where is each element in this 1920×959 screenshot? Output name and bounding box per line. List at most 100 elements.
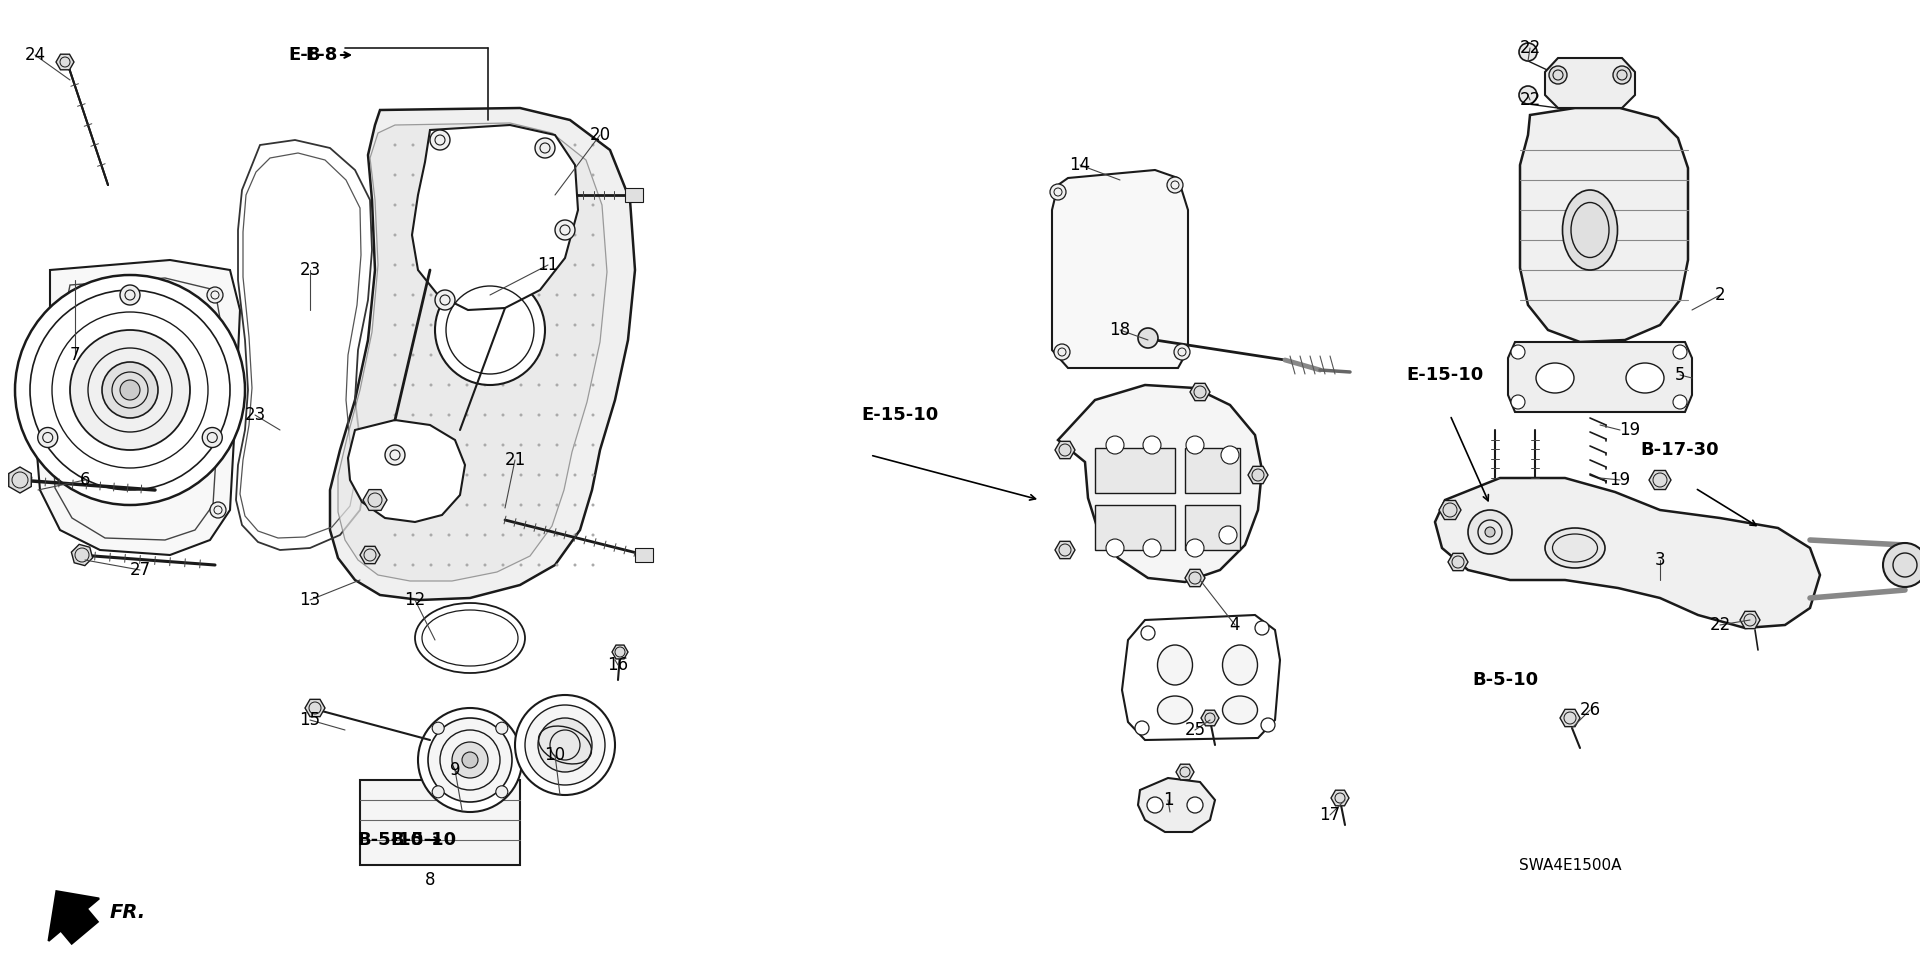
Text: 26: 26 (1580, 701, 1601, 719)
Circle shape (574, 384, 576, 386)
Circle shape (465, 174, 468, 176)
Text: B-17-30: B-17-30 (1642, 441, 1718, 459)
Polygon shape (363, 490, 388, 510)
Circle shape (555, 293, 559, 296)
Text: 1: 1 (1164, 791, 1173, 809)
Bar (1094, 448, 1175, 493)
Polygon shape (338, 123, 607, 581)
Circle shape (520, 443, 522, 447)
Circle shape (591, 323, 595, 326)
Circle shape (591, 474, 595, 477)
Text: SWA4E1500A: SWA4E1500A (1519, 857, 1620, 873)
Circle shape (538, 718, 591, 772)
Text: B-5-10: B-5-10 (1473, 671, 1538, 689)
Circle shape (411, 413, 415, 416)
Circle shape (463, 752, 478, 768)
Circle shape (555, 264, 559, 267)
Circle shape (1142, 436, 1162, 454)
Circle shape (430, 413, 432, 416)
Circle shape (447, 203, 451, 206)
Circle shape (555, 474, 559, 477)
Circle shape (555, 564, 559, 567)
Circle shape (430, 144, 432, 147)
Bar (636, 548, 653, 562)
Circle shape (1672, 345, 1688, 359)
Circle shape (501, 144, 505, 147)
Circle shape (538, 503, 541, 506)
Circle shape (574, 264, 576, 267)
Circle shape (484, 443, 486, 447)
Ellipse shape (1546, 528, 1605, 568)
Circle shape (411, 203, 415, 206)
Polygon shape (1190, 384, 1210, 401)
Text: 19: 19 (1609, 471, 1630, 489)
Circle shape (411, 323, 415, 326)
Bar (361, 780, 520, 865)
Text: B-5-10: B-5-10 (390, 831, 457, 849)
Circle shape (394, 474, 397, 477)
Circle shape (386, 445, 405, 465)
Polygon shape (361, 547, 380, 564)
Circle shape (430, 323, 432, 326)
Polygon shape (48, 891, 100, 944)
Polygon shape (1434, 478, 1820, 628)
Circle shape (591, 503, 595, 506)
Circle shape (538, 474, 541, 477)
Circle shape (436, 275, 545, 385)
Circle shape (484, 533, 486, 536)
Circle shape (1519, 86, 1538, 104)
Circle shape (538, 174, 541, 176)
Circle shape (411, 384, 415, 386)
Text: 21: 21 (505, 451, 526, 469)
Circle shape (591, 233, 595, 237)
Circle shape (484, 203, 486, 206)
Text: 16: 16 (607, 656, 628, 674)
Text: 9: 9 (449, 761, 461, 779)
Circle shape (501, 413, 505, 416)
Circle shape (394, 174, 397, 176)
Circle shape (447, 323, 451, 326)
Circle shape (538, 413, 541, 416)
Circle shape (447, 413, 451, 416)
Circle shape (555, 233, 559, 237)
Text: 6: 6 (81, 471, 90, 489)
Circle shape (501, 264, 505, 267)
Circle shape (1511, 395, 1524, 409)
Circle shape (484, 354, 486, 357)
Polygon shape (10, 467, 31, 493)
Circle shape (520, 323, 522, 326)
Circle shape (538, 323, 541, 326)
Circle shape (394, 264, 397, 267)
Circle shape (465, 503, 468, 506)
Circle shape (394, 384, 397, 386)
Text: 23: 23 (300, 261, 321, 279)
Circle shape (394, 354, 397, 357)
Circle shape (484, 474, 486, 477)
Ellipse shape (1223, 645, 1258, 685)
Circle shape (432, 722, 444, 735)
Circle shape (538, 203, 541, 206)
Polygon shape (1740, 611, 1761, 629)
Text: 14: 14 (1069, 156, 1091, 174)
Polygon shape (1121, 615, 1281, 740)
Text: 25: 25 (1185, 721, 1206, 739)
Circle shape (574, 564, 576, 567)
Circle shape (465, 564, 468, 567)
Circle shape (501, 174, 505, 176)
Circle shape (430, 474, 432, 477)
Ellipse shape (1563, 190, 1617, 270)
Circle shape (465, 144, 468, 147)
Circle shape (447, 264, 451, 267)
Text: 12: 12 (405, 591, 426, 609)
Circle shape (555, 203, 559, 206)
Circle shape (495, 722, 507, 735)
Polygon shape (1202, 711, 1219, 726)
Circle shape (484, 174, 486, 176)
Polygon shape (1052, 170, 1188, 368)
Polygon shape (35, 260, 240, 555)
Circle shape (447, 533, 451, 536)
Circle shape (520, 564, 522, 567)
Circle shape (394, 323, 397, 326)
Circle shape (538, 533, 541, 536)
Circle shape (484, 564, 486, 567)
